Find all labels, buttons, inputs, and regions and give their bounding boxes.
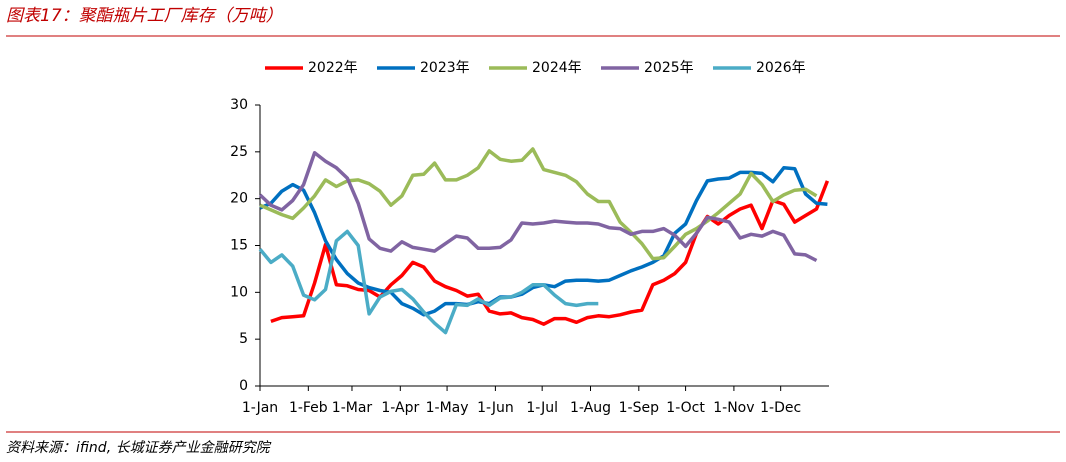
x-tick-label: 1-Sep <box>619 400 659 416</box>
x-tick-label: 1-Mar <box>332 400 373 416</box>
x-tick-label: 1-May <box>426 400 469 416</box>
legend-label: 2022年 <box>308 60 358 76</box>
x-tick-label: 1-Aug <box>570 400 611 416</box>
x-tick-label: 1-Jun <box>477 400 514 416</box>
y-tick-label: 0 <box>239 378 248 394</box>
y-tick-label: 5 <box>239 331 248 347</box>
legend-label: 2023年 <box>420 60 470 76</box>
chart-title: 图表17：聚酯瓶片工厂库存（万吨） <box>6 6 283 26</box>
series-line <box>258 151 818 263</box>
x-tick-label: 1-Oct <box>666 400 705 416</box>
x-tick-label: 1-Feb <box>289 400 328 416</box>
y-tick-label: 10 <box>230 284 248 300</box>
x-tick-label: 1-Jul <box>526 400 558 416</box>
source-note: 资料来源：ifind, 长城证券产业金融研究院 <box>6 440 272 456</box>
y-tick-label: 30 <box>230 97 248 113</box>
legend-label: 2025年 <box>644 60 694 76</box>
y-tick-label: 15 <box>230 238 248 254</box>
series-line <box>258 229 599 335</box>
x-tick-label: 1-Apr <box>381 400 419 416</box>
x-tick-label: 1-Jan <box>242 400 278 416</box>
y-tick-label: 25 <box>230 144 248 160</box>
x-tick-label: 1-Nov <box>713 400 754 416</box>
series-line <box>259 147 818 261</box>
legend-label: 2024年 <box>532 60 582 76</box>
series-line <box>270 180 830 326</box>
legend-label: 2026年 <box>756 60 806 76</box>
y-tick-label: 20 <box>230 191 248 207</box>
x-tick-label: 1-Dec <box>760 400 801 416</box>
